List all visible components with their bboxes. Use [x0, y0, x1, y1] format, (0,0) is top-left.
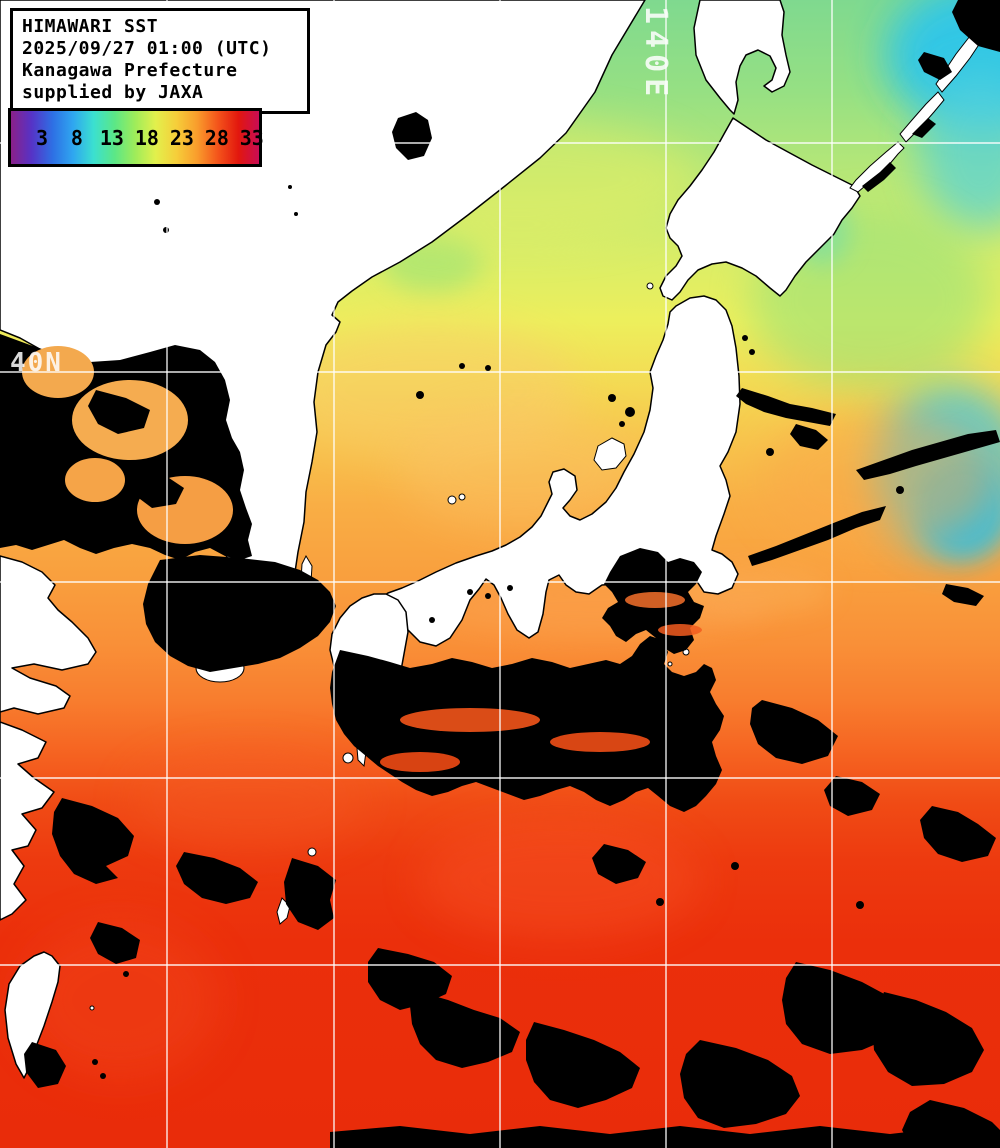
cloud-blob — [750, 700, 838, 764]
cloud-blob — [952, 0, 1000, 52]
timestamp: 2025/09/27 01:00 (UTC) — [22, 38, 272, 59]
colorbar-tick-label: 8 — [70, 125, 83, 150]
grid-label-lat: 40N — [10, 348, 63, 378]
cloud-blob — [130, 470, 184, 508]
credit-line: supplied by JAXA — [22, 82, 204, 103]
land-sakhalin — [693, 0, 791, 115]
land-amami-1 — [307, 847, 317, 857]
cloud-blob — [90, 922, 140, 964]
cloud-blob — [872, 992, 984, 1086]
land-china-coast — [0, 555, 97, 921]
cloud-blob — [52, 798, 134, 884]
product-title: HIMAWARI SST — [22, 16, 159, 37]
cloud-blob — [918, 52, 952, 80]
sea-gap-patch — [550, 732, 650, 752]
cloud-blob — [862, 162, 896, 192]
land-okushiri-island — [646, 282, 654, 290]
land-yakushima — [342, 752, 354, 764]
land-penghu — [89, 1005, 95, 1011]
cloud-blob — [592, 844, 646, 884]
land-oki-island — [447, 495, 457, 505]
land-sado-island — [593, 437, 627, 471]
sea-gap-patch — [65, 458, 125, 502]
info-box: HIMAWARI SST 2025/09/27 01:00 (UTC) Kana… — [10, 8, 310, 114]
cloud-blob — [920, 806, 996, 862]
sea-gap-patch — [658, 624, 702, 636]
cloud-blob — [748, 506, 886, 566]
cloud-blob — [790, 424, 828, 450]
cloud-blob — [368, 948, 452, 1010]
colorbar-gradient — [11, 111, 259, 164]
land-izu-island-3 — [667, 661, 673, 667]
colorbar-tick-label: 3 — [35, 125, 49, 150]
cloud-blob — [410, 992, 520, 1068]
cloud-blob — [680, 1040, 800, 1128]
land-taiwan — [4, 951, 61, 1079]
cloud-blob — [392, 112, 432, 160]
land-oki-island-2 — [458, 493, 466, 501]
region-name: Kanagawa Prefecture — [22, 60, 238, 81]
sea-gap-patch — [400, 708, 540, 732]
sea-gap-patch — [380, 752, 460, 772]
colorbar-tick-label: 28 — [204, 125, 229, 150]
colorbar-tick-label: 33 — [239, 125, 264, 150]
sea-gap-patch — [625, 592, 685, 608]
cloud-blob — [526, 1022, 640, 1108]
cloud-blob — [912, 118, 936, 138]
colorbar-ticks: 3 8 13 18 23 28 33 — [11, 111, 264, 164]
colorbar-tick-label: 23 — [169, 125, 194, 150]
cloud-blob — [824, 776, 880, 816]
cloud-blob — [88, 390, 150, 434]
cloud-blob — [24, 1042, 66, 1088]
grid-label-lon: 140E — [638, 6, 673, 102]
cloud-blob — [942, 584, 984, 606]
colorbar-tick-label: 18 — [134, 125, 159, 150]
cloud-specks — [92, 185, 904, 1079]
cloud-blob — [143, 555, 336, 672]
cloud-blob — [736, 388, 836, 426]
cloud-blob — [176, 852, 258, 904]
cloud-blob — [782, 962, 900, 1054]
cloud-blob — [856, 430, 1000, 480]
colorbar-tick-label: 13 — [99, 125, 124, 150]
cloud-blob — [284, 858, 336, 930]
temperature-colorbar: 3 8 13 18 23 28 33 — [8, 108, 264, 167]
